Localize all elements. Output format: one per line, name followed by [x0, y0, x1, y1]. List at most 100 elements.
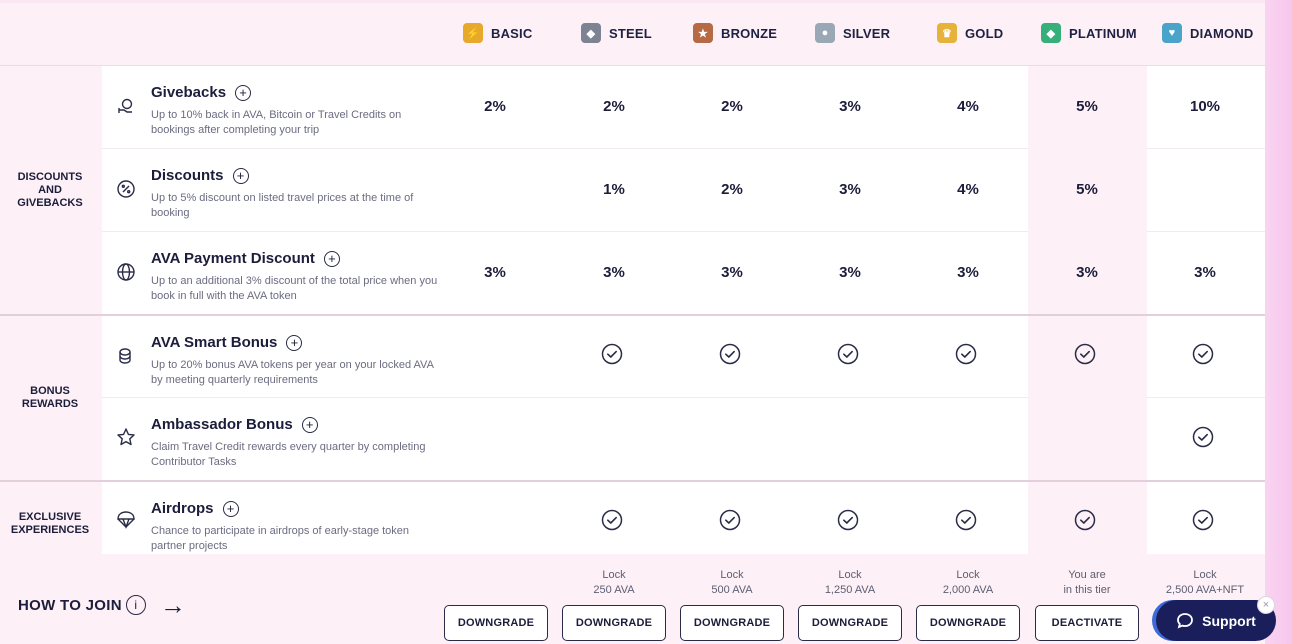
- bronze-badge-icon: ★: [693, 23, 713, 43]
- requirement-line: 500 AVA: [711, 584, 753, 596]
- current-tier-column-highlight: [1028, 66, 1147, 554]
- header-divider: [0, 65, 1265, 66]
- check-circle-icon: [837, 343, 859, 365]
- group-label-line: EXPERIENCES: [10, 524, 90, 536]
- feature-title-text: AVA Payment Discount: [151, 250, 315, 267]
- close-icon[interactable]: ×: [1257, 596, 1275, 614]
- check-circle-icon: [955, 343, 977, 365]
- tier-name: BASIC: [491, 25, 533, 41]
- support-label: Support: [1202, 612, 1256, 629]
- feature-title-text: Airdrops: [151, 500, 214, 517]
- tier-name: GOLD: [965, 25, 1004, 41]
- value-cell: 3%: [721, 264, 743, 281]
- group-label-line: DISCOUNTS: [17, 171, 83, 183]
- check-circle-icon: [719, 509, 741, 531]
- requirement-line: in this tier: [1063, 584, 1111, 596]
- check-circle-icon: [1192, 343, 1214, 365]
- expand-plus-icon[interactable]: +: [286, 334, 303, 351]
- tier-header-steel: ◆ STEEL: [581, 22, 652, 44]
- group-divider: [0, 480, 1265, 482]
- tier-header-diamond: ♥ DIAMOND: [1162, 22, 1254, 44]
- check-circle-icon: [837, 509, 859, 531]
- downgrade-basic-button[interactable]: DOWNGRADE: [444, 605, 548, 641]
- feature-title-airdrops: Airdrops +: [151, 500, 239, 517]
- row-divider: [1147, 397, 1265, 398]
- downgrade-silver-button[interactable]: DOWNGRADE: [798, 605, 902, 641]
- check-circle-icon: [719, 343, 741, 365]
- value-cell: 3%: [603, 264, 625, 281]
- diamond-badge-icon: ♥: [1162, 23, 1182, 43]
- tier-name: DIAMOND: [1190, 25, 1254, 41]
- value-cell: 2%: [484, 98, 506, 115]
- value-cell: 4%: [957, 98, 979, 115]
- expand-plus-icon[interactable]: +: [235, 84, 252, 101]
- requirement-line: Lock: [956, 569, 980, 581]
- expand-plus-icon[interactable]: +: [232, 167, 249, 184]
- tier-requirement-diamond: Lock 2,500 AVA+NFT: [1150, 568, 1260, 598]
- value-cell: 3%: [1076, 264, 1098, 281]
- feature-desc-payment-discount: Up to an additional 3% discount of the t…: [151, 275, 438, 302]
- downgrade-bronze-button[interactable]: DOWNGRADE: [680, 605, 784, 641]
- value-cell: 3%: [1194, 264, 1216, 281]
- value-cell: 3%: [839, 181, 861, 198]
- platinum-badge-icon: ◆: [1041, 23, 1061, 43]
- how-to-join[interactable]: HOW TO JOIN i →: [18, 592, 186, 618]
- tier-requirement-platinum: You are in this tier: [1032, 568, 1142, 598]
- feature-title-discounts: Discounts +: [151, 167, 249, 184]
- value-cell: 1%: [603, 181, 625, 198]
- group-divider: [0, 314, 1265, 316]
- tier-requirement-silver: Lock 1,250 AVA: [795, 568, 905, 598]
- parachute-icon: [116, 510, 136, 530]
- tier-comparison-table: ⚡ BASIC ◆ STEEL ★ BRONZE ● SILVER ♛ GOLD…: [0, 0, 1265, 644]
- value-cell: 10%: [1189, 98, 1221, 115]
- requirement-line: 2,000 AVA: [942, 584, 994, 596]
- feature-desc-ambassador: Claim Travel Credit rewards every quarte…: [151, 441, 426, 468]
- row-divider: [102, 148, 1028, 149]
- tier-requirement-steel: Lock 250 AVA: [559, 568, 669, 598]
- feature-desc-airdrops: Chance to participate in airdrops of ear…: [151, 525, 410, 552]
- check-circle-icon: [1074, 509, 1096, 531]
- feature-desc-smart-bonus: Up to 20% bonus AVA tokens per year on y…: [151, 359, 434, 386]
- basic-badge-icon: ⚡: [463, 23, 483, 43]
- value-cell: 5%: [1076, 181, 1098, 198]
- info-icon[interactable]: i: [125, 595, 146, 615]
- requirement-line: Lock: [1193, 569, 1217, 581]
- check-circle-icon: [1192, 509, 1214, 531]
- feature-title-givebacks: Givebacks +: [151, 84, 252, 101]
- tier-header-platinum: ◆ PLATINUM: [1041, 22, 1137, 44]
- requirement-line: 2,500 AVA+NFT: [1165, 584, 1245, 596]
- feature-title-ambassador: Ambassador Bonus +: [151, 416, 318, 433]
- feature-title-text: Ambassador Bonus: [151, 416, 293, 433]
- row-divider: [1147, 231, 1265, 232]
- feature-desc-discounts: Up to 5% discount on listed travel price…: [151, 192, 414, 219]
- expand-plus-icon[interactable]: +: [301, 416, 318, 433]
- group-label-line: AND: [38, 184, 62, 196]
- feature-title-text: AVA Smart Bonus: [151, 334, 278, 351]
- deactivate-platinum-button[interactable]: DEACTIVATE: [1035, 605, 1139, 641]
- value-cell: 3%: [839, 98, 861, 115]
- feature-title-text: Discounts: [151, 167, 224, 184]
- tier-name: SILVER: [843, 25, 891, 41]
- value-cell: 3%: [839, 264, 861, 281]
- steel-badge-icon: ◆: [581, 23, 601, 43]
- check-circle-icon: [1192, 426, 1214, 448]
- downgrade-steel-button[interactable]: DOWNGRADE: [562, 605, 666, 641]
- downgrade-gold-button[interactable]: DOWNGRADE: [916, 605, 1020, 641]
- requirement-line: 1,250 AVA: [824, 584, 876, 596]
- value-cell: 5%: [1076, 98, 1098, 115]
- tier-header-bronze: ★ BRONZE: [693, 22, 777, 44]
- check-circle-icon: [955, 509, 977, 531]
- expand-plus-icon[interactable]: +: [222, 500, 239, 517]
- support-button[interactable]: Support: [1156, 600, 1276, 641]
- check-circle-icon: [601, 509, 623, 531]
- tier-header-gold: ♛ GOLD: [937, 22, 1003, 44]
- requirement-line: Lock: [838, 569, 862, 581]
- silver-badge-icon: ●: [815, 23, 835, 43]
- group-label-line: EXCLUSIVE: [18, 511, 82, 523]
- value-cell: 2%: [603, 98, 625, 115]
- requirement-line: Lock: [602, 569, 626, 581]
- check-circle-icon: [1074, 343, 1096, 365]
- row-divider: [102, 231, 1028, 232]
- value-cell: 3%: [957, 264, 979, 281]
- expand-plus-icon[interactable]: +: [323, 250, 340, 267]
